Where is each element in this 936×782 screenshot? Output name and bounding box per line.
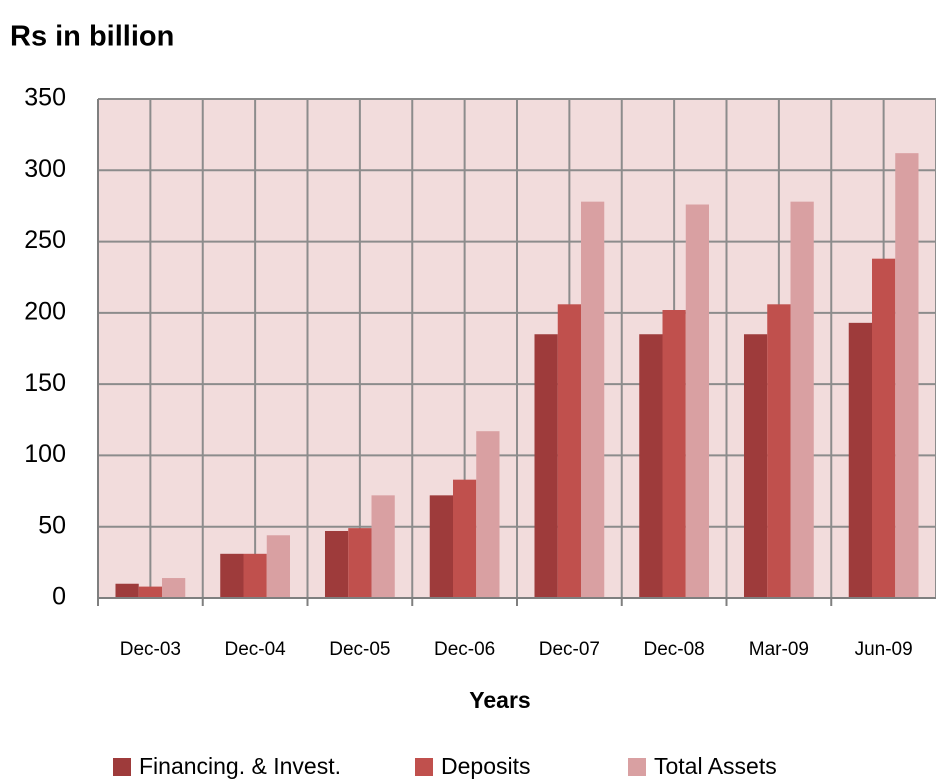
y-tick-label: 50 (38, 511, 66, 539)
bar (371, 495, 395, 598)
bar (429, 495, 453, 598)
bar (348, 528, 372, 598)
bar (685, 204, 710, 598)
legend-swatch (113, 758, 131, 776)
bar (895, 153, 919, 599)
bar (138, 586, 163, 598)
x-tick-label: Dec-05 (329, 639, 390, 660)
y-tick-label: 350 (24, 84, 66, 112)
legend-label: Deposits (441, 753, 530, 779)
legend-swatch (415, 758, 433, 776)
x-tick-label: Dec-03 (120, 639, 181, 660)
bar (220, 553, 244, 598)
bar (581, 201, 605, 598)
x-axis-label: Years (469, 687, 530, 713)
bar (639, 334, 663, 598)
bar (162, 578, 186, 598)
x-tick-label: Dec-04 (225, 639, 287, 660)
y-tick-label: 150 (24, 369, 66, 397)
legend-swatch (628, 758, 646, 776)
bar (557, 304, 582, 598)
x-tick-label: Dec-08 (644, 639, 705, 660)
bar (266, 535, 291, 598)
bar (324, 530, 349, 598)
x-tick-label: Jun-09 (855, 639, 913, 660)
legend-label: Total Assets (654, 753, 777, 779)
x-tick-label: Mar-09 (749, 639, 809, 660)
bar (767, 304, 791, 598)
y-tick-label: 0 (52, 583, 66, 611)
bar (743, 334, 768, 598)
bar (243, 553, 267, 598)
y-tick-label: 300 (24, 155, 66, 183)
bar (848, 322, 872, 598)
bar (452, 479, 477, 598)
x-tick-label: Dec-07 (539, 639, 600, 660)
bar (476, 431, 500, 598)
chart-title: Rs in billion (10, 21, 174, 53)
bar (662, 310, 686, 598)
bar (115, 583, 139, 598)
y-tick-label: 100 (24, 440, 66, 468)
y-tick-label: 250 (24, 226, 66, 254)
legend-label: Financing. & Invest. (139, 753, 341, 779)
x-tick-label: Dec-06 (434, 639, 495, 660)
y-tick-label: 200 (24, 297, 66, 325)
bar (871, 258, 896, 598)
bar (534, 334, 558, 598)
bar (790, 201, 814, 598)
